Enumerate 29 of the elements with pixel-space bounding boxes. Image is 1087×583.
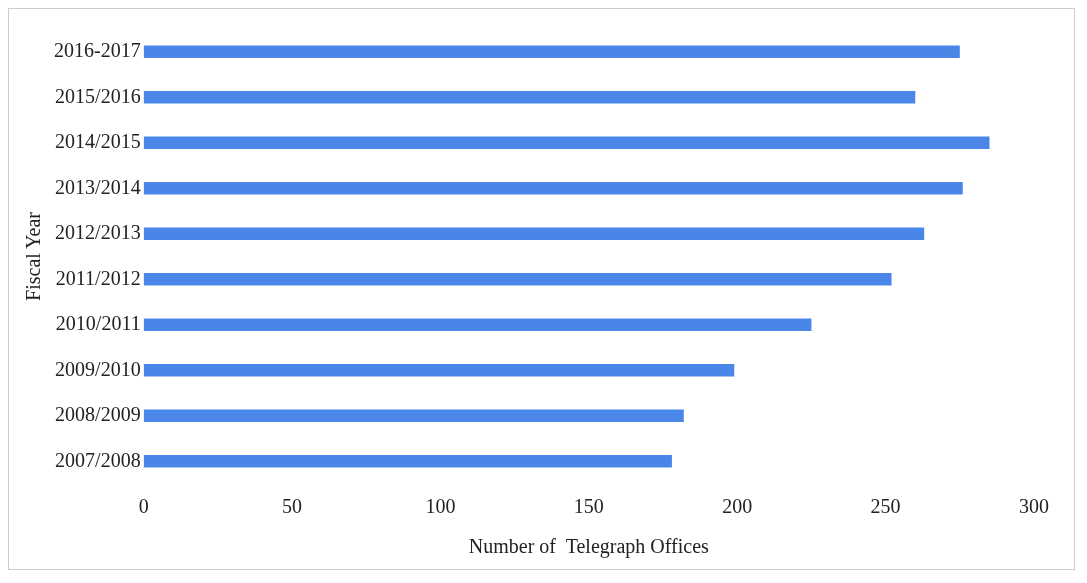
x-tick-label: 100 (425, 495, 456, 518)
y-axis-title: Fiscal Year (22, 211, 45, 301)
x-tick-label: 150 (573, 495, 604, 518)
y-tick-label: 2007/2008 (55, 448, 141, 471)
bar (143, 90, 916, 104)
y-tick-label: 2009/2010 (55, 357, 141, 380)
bar (143, 227, 925, 241)
x-tick-label: 50 (282, 495, 303, 518)
x-tick-label: 0 (138, 495, 149, 518)
bar (143, 136, 990, 150)
y-tick-label: 2008/2009 (55, 403, 141, 425)
x-tick-label: 250 (870, 495, 901, 518)
bar (143, 454, 672, 468)
y-tick-label: 2010/2011 (55, 312, 141, 334)
bar (143, 318, 812, 332)
y-tick-label: 2015/2016 (55, 84, 141, 107)
y-tick-label: 2011/2012 (55, 266, 141, 289)
bar (143, 363, 735, 377)
bar (143, 181, 963, 195)
bar (143, 45, 960, 59)
y-tick-label: 2014/2015 (55, 130, 141, 152)
x-axis-title: Number of Telegraph Offices (468, 535, 710, 559)
y-tick-label: 2012/2013 (55, 221, 141, 243)
x-tick-label: 300 (1019, 495, 1049, 518)
y-tick-label: 2016-2017 (53, 39, 141, 61)
x-tick-label: 200 (722, 495, 753, 518)
bar (143, 272, 892, 286)
bar (143, 409, 684, 423)
y-tick-label: 2013/2014 (55, 175, 141, 198)
